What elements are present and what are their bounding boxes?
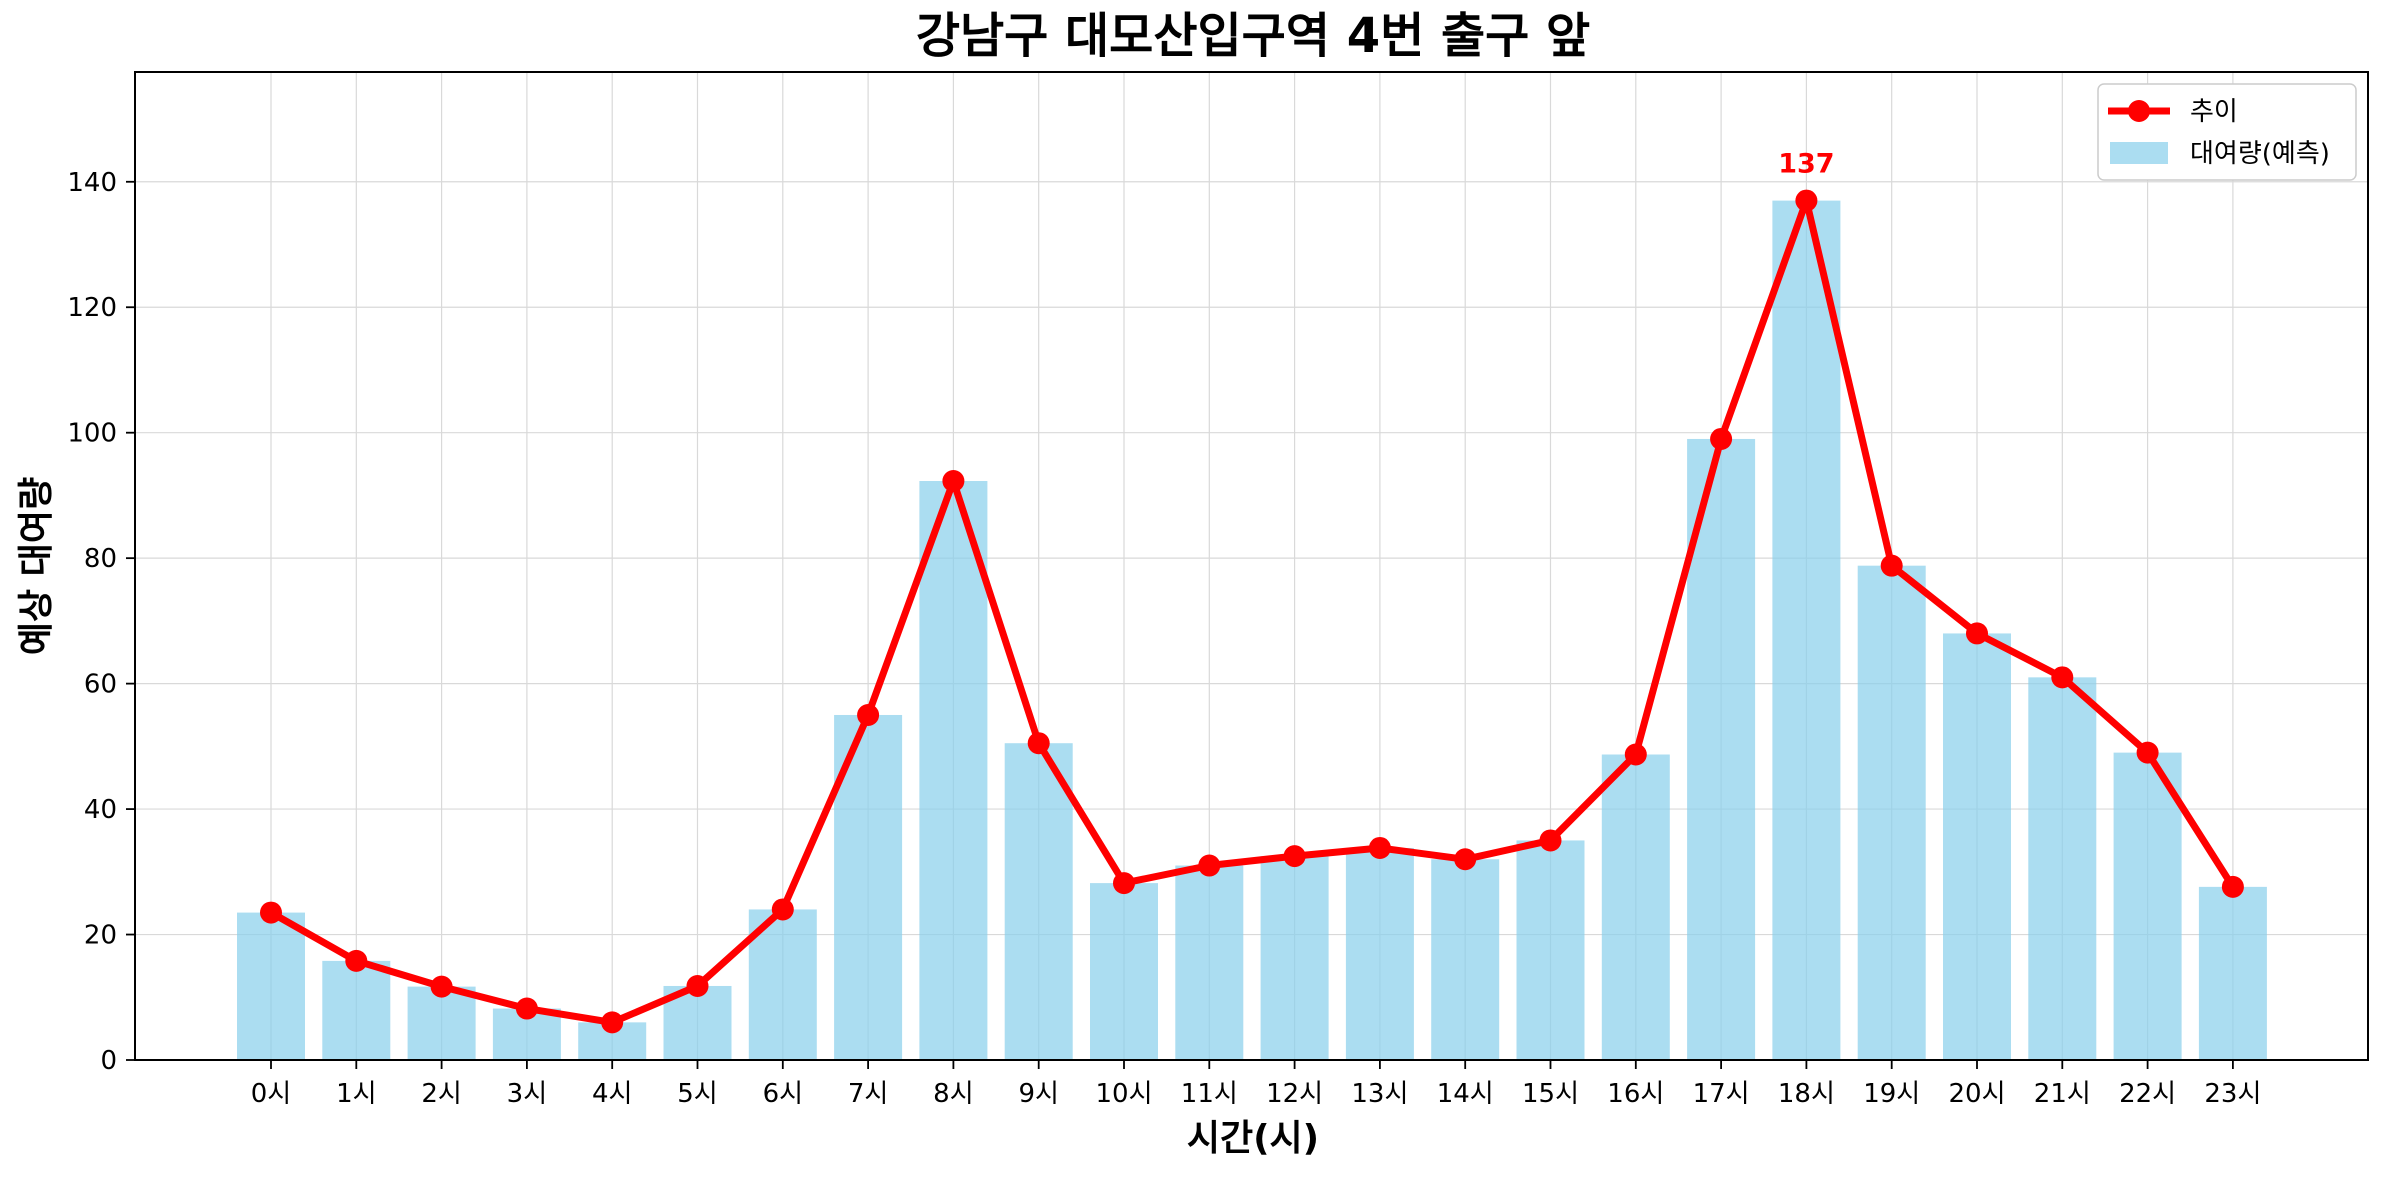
y-tick-label: 100: [67, 419, 117, 449]
x-tick-label: 11시: [1181, 1079, 1238, 1109]
x-tick-label: 13시: [1351, 1079, 1408, 1109]
legend-line-marker: [2128, 100, 2150, 122]
y-tick-label: 60: [84, 670, 117, 700]
trend-point: [1880, 554, 1903, 577]
bar: [237, 912, 305, 1060]
trend-point: [1624, 743, 1647, 766]
x-tick-label: 18시: [1778, 1079, 1835, 1109]
bar: [1772, 200, 1841, 1061]
trend-point: [260, 901, 282, 924]
trend-point: [2136, 741, 2159, 764]
legend: 추이 대여량(예측): [2097, 83, 2357, 181]
x-tick-label: 1시: [336, 1079, 376, 1109]
x-axis-label: 시간(시): [1187, 1118, 1319, 1159]
trend-point: [2221, 875, 2244, 898]
trend-point: [857, 703, 880, 726]
x-tick-label: 9시: [1018, 1079, 1058, 1109]
trend-point: [430, 975, 453, 998]
bar: [1345, 847, 1414, 1060]
bar: [1516, 840, 1585, 1060]
x-tick-label: 3시: [507, 1079, 547, 1109]
trend-point: [942, 470, 965, 493]
trend-point: [515, 997, 538, 1020]
trend-point: [1283, 845, 1306, 868]
chart-title: 강남구 대모산입구역 4번 출구 앞: [916, 8, 1590, 64]
bar: [919, 481, 988, 1061]
trend-point: [345, 949, 368, 972]
bar: [1857, 565, 1926, 1060]
trend-point: [1539, 829, 1562, 852]
trend-point: [1198, 854, 1221, 877]
trend-polyline: [267, 197, 2237, 1026]
bar: [1175, 865, 1244, 1060]
trend-point: [1710, 427, 1733, 450]
x-tick-label: 17시: [1693, 1079, 1750, 1109]
y-axis-label: 예상 대여량: [16, 477, 57, 655]
bar: [1090, 883, 1158, 1060]
x-tick-label: 14시: [1437, 1079, 1494, 1109]
bar: [1943, 633, 2011, 1060]
x-tick-label: 12시: [1266, 1079, 1323, 1109]
trend-point: [1368, 836, 1391, 859]
x-tick-label: 4시: [592, 1079, 632, 1109]
x-tick-label: 15시: [1522, 1079, 1579, 1109]
legend-bar-swatch: [2110, 142, 2168, 164]
trend-point: [1795, 189, 1818, 212]
x-tick-label: 20시: [1948, 1079, 2005, 1109]
peak-annotation: 137: [1778, 149, 1834, 180]
trend-line: [267, 197, 2237, 1026]
bar: [1601, 754, 1670, 1060]
x-tick-label: 5시: [677, 1079, 717, 1109]
trend-point: [686, 974, 709, 997]
trend-point: [1113, 872, 1135, 895]
y-tick-label: 120: [67, 293, 117, 323]
bar: [2028, 677, 2097, 1060]
legend-label-line: 추이: [2190, 97, 2238, 127]
bar: [322, 960, 391, 1060]
trend-point: [2051, 666, 2074, 689]
x-tick-label: 16시: [1607, 1079, 1664, 1109]
plot-frame: [134, 71, 2369, 1061]
x-tick-label: 21시: [2034, 1079, 2091, 1109]
x-tick-label: 23시: [2204, 1079, 2261, 1109]
x-tick-label: 8시: [933, 1079, 973, 1109]
trend-point: [1966, 622, 1988, 645]
trend-point: [771, 898, 794, 921]
y-tick-label: 40: [84, 795, 117, 825]
bar: [407, 986, 476, 1060]
x-tick-label: 7시: [848, 1079, 888, 1109]
x-tick-label: 6시: [763, 1079, 803, 1109]
x-tick-label: 10시: [1095, 1079, 1152, 1109]
bar: [1687, 438, 1756, 1060]
trend-point: [1454, 848, 1477, 871]
y-axis-ticks: 0 20 40 60 80 100 120 140: [67, 168, 135, 1076]
y-tick-label: 20: [84, 921, 117, 951]
y-tick-label: 0: [100, 1046, 117, 1076]
trend-points: [260, 189, 2244, 1034]
bar: [2113, 752, 2182, 1060]
bar: [1004, 743, 1073, 1060]
x-tick-label: 2시: [421, 1079, 461, 1109]
x-tick-label: 22시: [2119, 1079, 2176, 1109]
x-tick-label: 19시: [1863, 1079, 1920, 1109]
trend-point: [1027, 732, 1050, 755]
bar: [2198, 886, 2267, 1060]
annotations: 137: [1778, 149, 1834, 180]
bar: [1260, 856, 1329, 1060]
x-tick-label: 0시: [251, 1079, 291, 1109]
bar: [748, 909, 817, 1060]
bars: [237, 200, 2267, 1061]
y-tick-label: 80: [84, 544, 117, 574]
x-axis-ticks: 0시 1시 2시 3시 4시 5시 6시 7시 8시 9시 10시 11시 12시 13시 14시 15시 16…: [251, 1060, 2261, 1109]
bar: [1431, 859, 1500, 1060]
y-tick-label: 140: [67, 168, 117, 198]
legend-label-bar: 대여량(예측): [2190, 139, 2330, 169]
trend-point: [601, 1011, 624, 1034]
